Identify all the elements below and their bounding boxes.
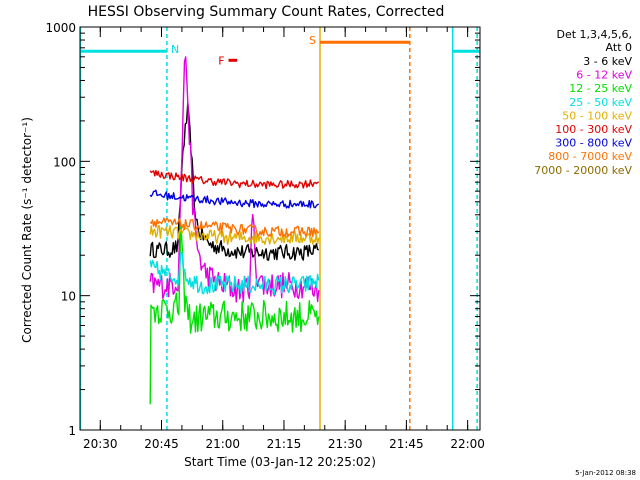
x-tick-label-1: 20:45 — [144, 437, 179, 451]
flag-bars: N S F — [80, 34, 480, 67]
x-tick-label-4: 21:30 — [328, 437, 363, 451]
series-line-4 — [149, 225, 320, 246]
x-tick-label-3: 21:15 — [267, 437, 302, 451]
series-line-5 — [149, 169, 319, 190]
legend-entry-6: 300 - 800 keV — [555, 137, 632, 150]
axes-layer: 1 10 100 1000 20:30 20:45 21:00 21:15 21:30 21:45… — [45, 21, 484, 451]
x-tick-label-6: 22:00 — [450, 437, 485, 451]
y-tick-label-1: 10 — [61, 290, 76, 304]
legend-entry-2: 12 - 25 keV — [569, 82, 632, 95]
series-layer — [149, 56, 320, 405]
x-tick-label-0: 20:30 — [83, 437, 118, 451]
y-tick-label-3: 1000 — [45, 21, 76, 35]
flag-label-0: N — [171, 43, 179, 56]
series-line-2 — [149, 222, 320, 405]
x-tick-label-5: 21:45 — [389, 437, 424, 451]
flag-label-2: F — [218, 54, 224, 67]
date-stamp: 5-Jan-2012 08:38 — [575, 469, 636, 477]
series-line-0 — [149, 101, 319, 261]
series-line-1 — [149, 56, 320, 303]
legend-entry-8: 7000 - 20000 keV — [534, 164, 632, 177]
chart-title: HESSI Observing Summary Count Rates, Cor… — [88, 4, 445, 20]
x-tick-label-2: 21:00 — [205, 437, 240, 451]
series-line-3 — [149, 251, 320, 296]
series-line-7 — [149, 217, 320, 238]
y-tick-label-0: 1 — [68, 424, 76, 438]
legend-title-line2: Att 0 — [606, 41, 632, 54]
y-tick-label-2: 100 — [53, 155, 76, 169]
legend-entry-4: 50 - 100 keV — [562, 109, 632, 122]
legend-entry-3: 25 - 50 keV — [569, 96, 632, 109]
legend-title-line1: Det 1,3,4,5,6, — [556, 28, 632, 41]
legend-entry-0: 3 - 6 keV — [583, 55, 632, 68]
y-axis-label: Corrected Count Rate (s⁻¹ detector⁻¹) — [20, 117, 34, 343]
x-axis-label: Start Time (03-Jan-12 20:25:02) — [184, 455, 376, 469]
flag-label-1: S — [309, 34, 316, 47]
legend-entry-1: 6 - 12 keV — [576, 69, 632, 82]
series-line-6 — [149, 189, 319, 209]
plot-frame — [79, 26, 481, 431]
legend-entry-7: 800 - 7000 keV — [548, 150, 632, 163]
legend-entry-5: 100 - 300 keV — [555, 123, 632, 136]
